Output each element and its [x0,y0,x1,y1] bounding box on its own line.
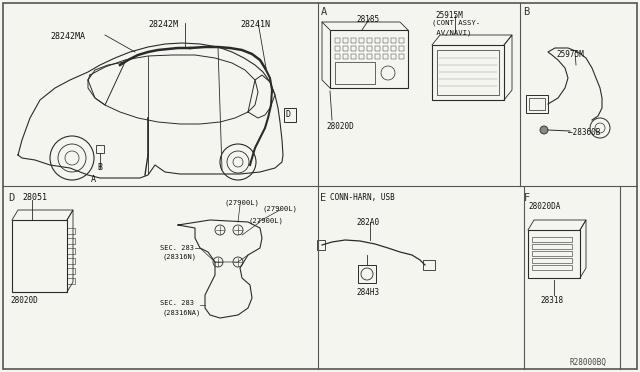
Circle shape [540,126,548,134]
Text: (27900L): (27900L) [248,217,283,224]
Bar [335,46,340,51]
Bar [367,54,372,59]
Text: 28242M: 28242M [148,20,178,29]
Bar [399,54,404,59]
Bar [528,230,580,278]
Text: AV/NAVI): AV/NAVI) [432,30,472,36]
Bar [330,30,408,88]
Text: B: B [97,163,102,172]
Bar [359,38,364,43]
Bar [367,46,372,51]
Bar [67,238,75,244]
Text: CONN-HARN, USB: CONN-HARN, USB [330,193,395,202]
Text: D: D [285,110,290,119]
Text: (28316NA): (28316NA) [162,309,200,315]
Bar [529,98,545,110]
Bar [383,38,388,43]
Bar [343,38,348,43]
Text: 28185: 28185 [356,15,379,24]
Text: D: D [8,193,14,203]
Text: SEC. 283: SEC. 283 [160,300,194,306]
Text: 284H3: 284H3 [356,288,379,297]
Bar [375,54,380,59]
Bar [532,258,572,263]
Bar [335,38,340,43]
Text: 25975M: 25975M [556,50,584,59]
Bar [358,265,376,283]
Text: 28051: 28051 [22,193,47,202]
Text: A: A [91,175,96,184]
Bar [375,38,380,43]
Bar [532,265,572,270]
Text: (28316N): (28316N) [162,254,196,260]
Text: R28000BQ: R28000BQ [570,358,607,367]
Bar [284,108,296,122]
Bar [526,95,548,113]
Bar [67,248,75,254]
Text: B: B [523,7,529,17]
Bar [391,46,396,51]
Bar [399,46,404,51]
Bar [67,228,75,234]
Text: A: A [321,7,327,17]
Bar [335,54,340,59]
Text: E: E [320,193,326,203]
Bar [391,54,396,59]
Bar [317,240,325,250]
Text: (27900L): (27900L) [225,200,260,206]
Bar [96,145,104,153]
Bar [351,54,356,59]
Bar [532,237,572,242]
Text: 28020D: 28020D [10,296,38,305]
Text: 28020DA: 28020DA [528,202,561,211]
Bar [423,260,435,270]
Bar [351,46,356,51]
Bar [532,251,572,256]
Bar [383,46,388,51]
Text: (27900L): (27900L) [263,205,298,212]
Bar [343,46,348,51]
Text: 28241N: 28241N [240,20,270,29]
Bar [391,38,396,43]
Text: (CONT ASSY-: (CONT ASSY- [432,20,480,26]
Bar [532,244,572,249]
Bar [383,54,388,59]
Text: 28318: 28318 [540,296,563,305]
Bar [432,45,504,100]
Bar [343,54,348,59]
Bar [359,54,364,59]
Text: 25915M: 25915M [435,11,463,20]
Text: —28360B: —28360B [568,128,600,137]
Bar [359,46,364,51]
Bar [437,50,499,95]
Bar [399,38,404,43]
Bar [351,38,356,43]
Bar [367,38,372,43]
Text: 28020D: 28020D [326,122,354,131]
Bar [12,220,67,292]
Bar [67,258,75,264]
Text: 28242MA: 28242MA [50,32,85,41]
Text: F: F [524,193,531,203]
Text: SEC. 283: SEC. 283 [160,245,194,251]
Text: 282A0: 282A0 [356,218,379,227]
Bar [67,268,75,274]
Bar [375,46,380,51]
Bar [335,62,375,84]
Bar [67,278,75,284]
